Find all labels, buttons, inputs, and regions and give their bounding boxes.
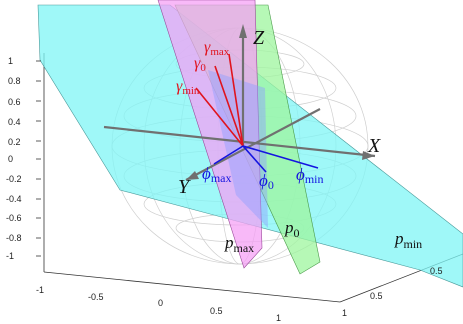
label-phi-0: ϕ0 bbox=[259, 171, 274, 192]
gamma-0-line bbox=[214, 65, 244, 147]
svg-text:0.6: 0.6 bbox=[8, 97, 21, 107]
svg-text:0.8: 0.8 bbox=[8, 76, 21, 86]
svg-text:1: 1 bbox=[8, 56, 13, 66]
svg-text:-0.6: -0.6 bbox=[6, 213, 22, 223]
svg-text:-1: -1 bbox=[6, 251, 14, 261]
z-axis-ticks: 1 0.8 0.6 0.4 0.2 0 -0.2 -0.4 -0.6 -0.8 … bbox=[6, 56, 22, 261]
floor-y-ticks: 1 0.5 0.5 bbox=[342, 266, 443, 318]
label-phi-min: ϕmin bbox=[296, 165, 323, 186]
svg-text:-1: -1 bbox=[36, 285, 44, 295]
svg-text:-0.4: -0.4 bbox=[6, 194, 22, 204]
svg-text:1: 1 bbox=[342, 308, 347, 318]
svg-text:-0.2: -0.2 bbox=[6, 174, 22, 184]
axis-label-x: X bbox=[367, 135, 381, 157]
z-axis-tick-marks bbox=[36, 60, 41, 257]
svg-text:0.4: 0.4 bbox=[8, 117, 21, 127]
label-p-max: pmax bbox=[224, 233, 254, 255]
label-gamma-0: γ0 bbox=[194, 55, 206, 74]
phi-min-line bbox=[242, 145, 319, 169]
svg-text:0.5: 0.5 bbox=[370, 291, 383, 301]
axis-label-y: Y bbox=[178, 176, 191, 198]
label-p-0: p0 bbox=[284, 218, 300, 240]
svg-text:0: 0 bbox=[8, 154, 13, 164]
svg-text:0: 0 bbox=[158, 298, 163, 308]
axis-label-z: Z bbox=[253, 27, 265, 49]
svg-text:0.5: 0.5 bbox=[210, 306, 223, 316]
svg-text:-0.5: -0.5 bbox=[88, 292, 104, 302]
gamma-lines bbox=[195, 53, 244, 147]
plane-p-max bbox=[157, 0, 263, 269]
svg-text:0.5: 0.5 bbox=[430, 266, 443, 276]
gamma-max-line bbox=[228, 53, 244, 147]
svg-text:1: 1 bbox=[276, 313, 281, 323]
phi-lines bbox=[213, 145, 319, 173]
phi-0-line bbox=[242, 145, 267, 173]
svg-text:-0.8: -0.8 bbox=[6, 233, 22, 243]
label-p-min: pmin bbox=[394, 229, 422, 251]
gamma-min-line bbox=[195, 87, 244, 147]
svg-text:0.2: 0.2 bbox=[8, 137, 21, 147]
floor-x-ticks: -1 -0.5 0 0.5 1 bbox=[36, 285, 281, 323]
label-phi-max: ϕmax bbox=[202, 164, 231, 185]
label-gamma-min: γmin bbox=[176, 78, 200, 97]
phi-max-line bbox=[213, 145, 244, 165]
label-gamma-max: γmax bbox=[204, 39, 230, 58]
